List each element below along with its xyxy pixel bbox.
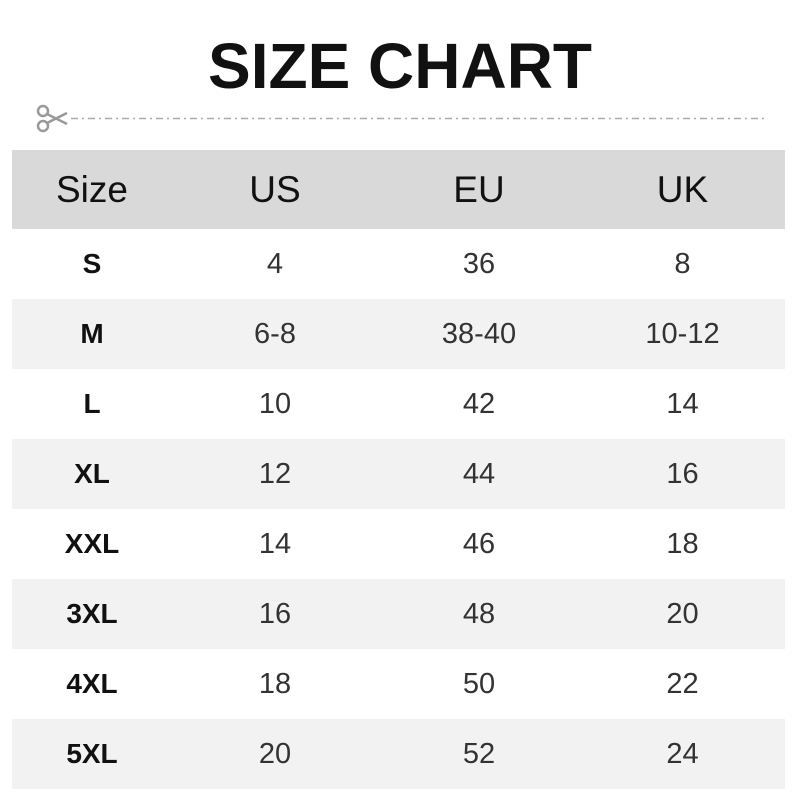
- cut-line: [36, 104, 765, 133]
- cell-size: M: [80, 318, 104, 349]
- cell-size: L: [83, 388, 101, 419]
- cell-eu: 48: [462, 597, 496, 630]
- table-row: XXL 14 46 18: [12, 509, 785, 579]
- cell-size: XL: [74, 458, 110, 489]
- cell-us: 12: [258, 457, 292, 490]
- cell-us: 6-8: [254, 317, 296, 350]
- cell-uk: 18: [666, 527, 699, 560]
- table-row: XL 12 44 16: [12, 439, 785, 509]
- cell-size: 4XL: [66, 668, 118, 699]
- cell-eu: 52: [462, 737, 496, 770]
- table-row: 5XL 20 52 24: [12, 719, 785, 789]
- cell-eu: 44: [462, 457, 496, 490]
- header-uk: UK: [656, 168, 709, 210]
- header-us: US: [249, 168, 301, 210]
- table-row: S 4 36 8: [12, 229, 785, 299]
- cell-uk: 10-12: [645, 317, 720, 350]
- table-row: 4XL 18 50 22: [12, 649, 785, 719]
- header-eu: EU: [453, 168, 505, 210]
- cell-us: 20: [258, 737, 292, 770]
- cell-us: 4: [266, 247, 284, 280]
- table-row: L 10 42 14: [12, 369, 785, 439]
- cell-size: 5XL: [66, 738, 118, 769]
- size-table: Size US EU UK S 4 36 8 M 6-8 38-40 10-12 L 10 42 14…: [12, 150, 785, 789]
- cell-us: 10: [258, 387, 292, 420]
- table-header: Size US EU UK: [12, 150, 785, 229]
- cell-eu: 38-40: [441, 317, 517, 350]
- cell-uk: 8: [674, 247, 691, 280]
- cell-size: S: [82, 248, 102, 279]
- scissors-icon: [36, 104, 68, 133]
- cell-us: 14: [258, 527, 292, 560]
- cell-us: 16: [258, 597, 292, 630]
- cell-size: 3XL: [66, 598, 118, 629]
- header-size: Size: [56, 168, 128, 210]
- cell-size: XXL: [64, 528, 120, 559]
- cell-eu: 46: [462, 527, 496, 560]
- page-title: SIZE CHART: [208, 30, 592, 102]
- cell-uk: 24: [666, 737, 699, 770]
- cell-eu: 42: [462, 387, 496, 420]
- cell-uk: 16: [666, 457, 699, 490]
- cell-eu: 36: [462, 247, 496, 280]
- cell-uk: 14: [666, 387, 699, 420]
- cell-uk: 20: [666, 597, 699, 630]
- cell-eu: 50: [462, 667, 496, 700]
- table-row: 3XL 16 48 20: [12, 579, 785, 649]
- cell-us: 18: [258, 667, 292, 700]
- cell-uk: 22: [666, 667, 699, 700]
- table-row: M 6-8 38-40 10-12: [12, 299, 785, 369]
